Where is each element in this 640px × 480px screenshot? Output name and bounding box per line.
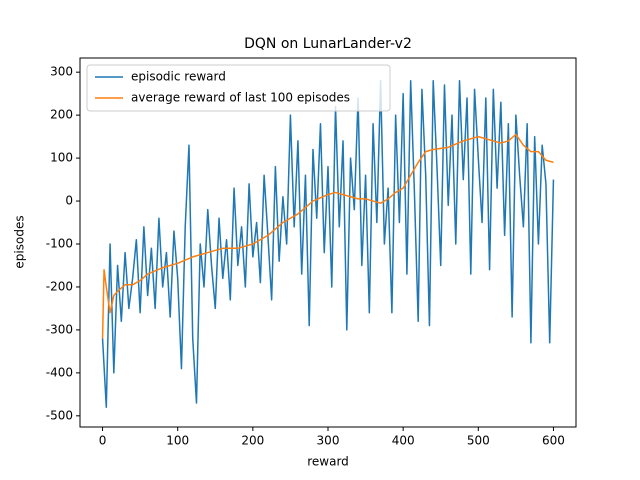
y-tick-label: -200 <box>46 279 73 293</box>
legend-box <box>86 64 391 112</box>
y-tick-label: 200 <box>50 108 73 122</box>
legend: episodic reward average reward of last 10… <box>86 64 391 112</box>
x-tick-label: 500 <box>467 434 490 448</box>
x-tick-label: 300 <box>317 434 340 448</box>
y-tick-label: 300 <box>50 65 73 79</box>
legend-label: average reward of last 100 episodes <box>131 91 350 105</box>
x-tick-label: 0 <box>99 434 107 448</box>
plot-area <box>101 80 555 408</box>
x-axis-label: reward <box>307 455 349 469</box>
y-tick-label: -400 <box>46 365 73 379</box>
x-tick-label: 600 <box>542 434 565 448</box>
data-line <box>101 80 555 408</box>
x-tick-label: 200 <box>241 434 264 448</box>
legend-label: episodic reward <box>131 70 226 84</box>
y-tick-label: -100 <box>46 237 73 251</box>
x-tick-label: 100 <box>166 434 189 448</box>
chart-title: DQN on LunarLander-v2 <box>244 36 412 52</box>
y-tick-label: -500 <box>46 408 73 422</box>
y-axis-label: episodes <box>13 215 27 268</box>
data-line <box>101 133 554 339</box>
y-tick-label: -300 <box>46 322 73 336</box>
x-tick-label: 400 <box>392 434 415 448</box>
y-tick-label: 100 <box>50 151 73 165</box>
y-tick-label: 0 <box>65 194 73 208</box>
